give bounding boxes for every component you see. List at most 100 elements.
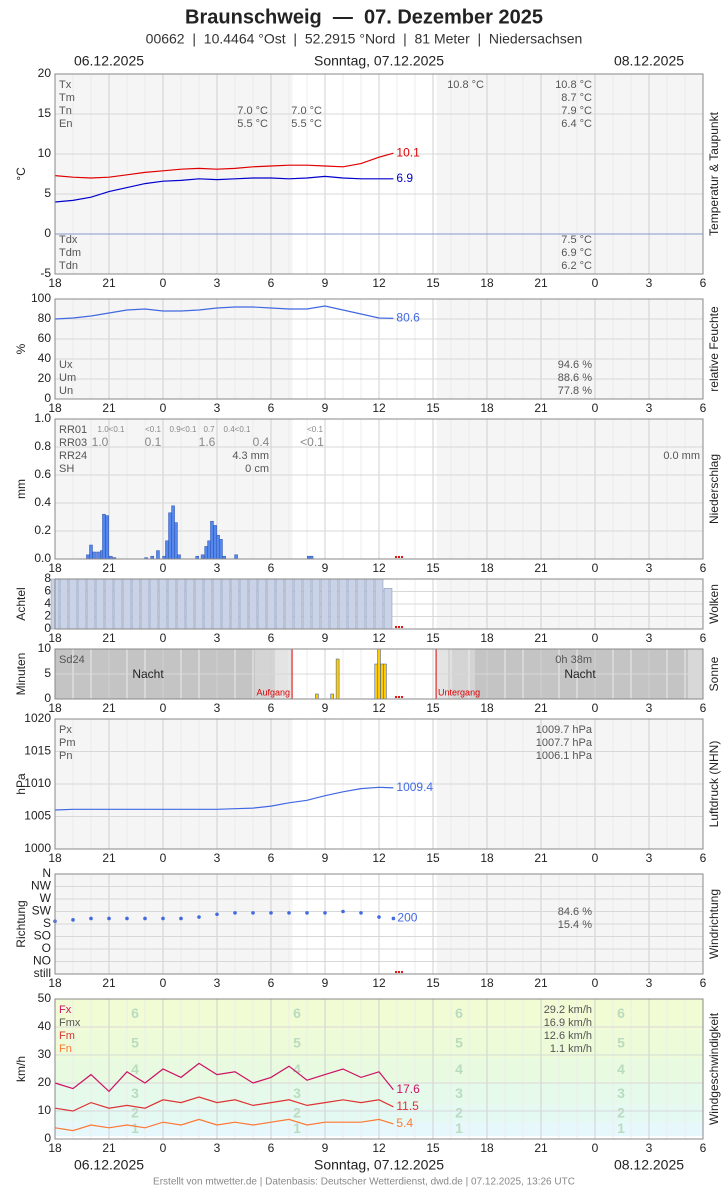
point <box>287 911 291 915</box>
x-tick-label: 6 <box>268 631 275 645</box>
beaufort-label: 2 <box>131 1105 139 1121</box>
missing-marker <box>394 970 398 974</box>
stat-value: 7.5 °C <box>561 234 592 246</box>
x-tick-label: 18 <box>480 401 494 415</box>
point <box>341 909 345 914</box>
beaufort-label: 6 <box>293 1005 301 1021</box>
y-axis-label: km/h <box>14 1056 28 1082</box>
beaufort-label: 3 <box>293 1085 301 1101</box>
beaufort-label: 2 <box>293 1105 301 1121</box>
x-tick-label: 18 <box>480 701 494 715</box>
y-tick-label: 0.2 <box>34 523 51 537</box>
missing-marker <box>397 555 401 559</box>
x-tick-label: 15 <box>426 976 440 990</box>
x-tick-label: 18 <box>48 851 62 865</box>
y-tick-label: 0.4 <box>34 495 51 509</box>
sun-event-label: Aufgang <box>257 687 291 697</box>
stat-label: Px <box>59 724 72 736</box>
beaufort-label: 5 <box>455 1035 463 1051</box>
x-tick-label: 6 <box>700 851 707 865</box>
y-tick-label: NW <box>31 879 52 893</box>
y-axis-label: Richtung <box>14 900 28 947</box>
y-tick-label: 0 <box>44 1131 51 1145</box>
y-tick-label: -5 <box>40 266 51 280</box>
y-tick-label: 0.0 <box>34 551 51 565</box>
x-tick-label: 21 <box>534 976 548 990</box>
stat-value: <0.1 <box>300 435 324 449</box>
x-tick-label: 3 <box>214 561 221 575</box>
value-label: 10.1 <box>396 145 420 159</box>
beaufort-label: 6 <box>131 1005 139 1021</box>
beaufort-label: 6 <box>617 1005 625 1021</box>
footer: Erstellt von mtwetter.de | Datenbasis: D… <box>153 1177 575 1188</box>
x-tick-label: 9 <box>322 276 329 290</box>
x-tick-label: 3 <box>214 701 221 715</box>
bar <box>167 578 177 630</box>
stat-value: 16.9 km/h <box>544 1017 592 1029</box>
x-tick-label: 0 <box>592 631 599 645</box>
bar <box>320 578 330 630</box>
night-label: Nacht <box>132 667 164 681</box>
stat-value: 7.0 °C <box>237 105 268 117</box>
y-tick-label: 1010 <box>24 776 51 790</box>
missing-marker <box>394 555 398 559</box>
line <box>54 305 394 320</box>
x-tick-label: 6 <box>700 276 707 290</box>
x-tick-label: 3 <box>646 561 653 575</box>
beaufort-label: 4 <box>455 1061 463 1077</box>
x-tick-label: 9 <box>322 976 329 990</box>
y-tick-label: 40 <box>38 1019 52 1033</box>
stat-value: 1.1 km/h <box>550 1043 592 1055</box>
x-tick-label: 0 <box>160 631 167 645</box>
x-tick-label: 0 <box>160 851 167 865</box>
date-right: 08.12.2025 <box>614 53 684 69</box>
y-tick-label: W <box>40 891 52 905</box>
point <box>377 915 381 919</box>
bar <box>356 578 366 630</box>
beaufort-label: 4 <box>131 1061 139 1077</box>
stat-label: Tm <box>59 92 75 104</box>
y-tick-label: 80 <box>38 311 52 325</box>
bar <box>239 578 249 630</box>
y-axis-label: Minuten <box>14 653 28 696</box>
x-tick-label: 3 <box>214 276 221 290</box>
x-tick-label: 6 <box>700 401 707 415</box>
value-label: 17.6 <box>396 1082 420 1096</box>
x-tick-label: 6 <box>268 561 275 575</box>
x-tick-label: 15 <box>426 701 440 715</box>
date-left: 06.12.2025 <box>74 1157 144 1173</box>
bar <box>102 513 106 560</box>
point <box>107 916 111 921</box>
bar <box>92 551 96 560</box>
date-left: 06.12.2025 <box>74 53 144 69</box>
x-tick-label: 18 <box>480 561 494 575</box>
x-tick-label: 3 <box>214 851 221 865</box>
stat-value: 15.4 % <box>558 919 592 931</box>
x-tick-label: 0 <box>160 401 167 415</box>
line <box>54 1062 394 1093</box>
side-label: Sonne <box>707 656 721 691</box>
bar <box>311 578 321 630</box>
stat-value: 1.6 <box>199 435 216 449</box>
y-tick-label: 50 <box>38 991 52 1005</box>
x-tick-label: 3 <box>214 1141 221 1155</box>
y-tick-label: 1000 <box>24 841 51 855</box>
x-tick-label: 9 <box>322 1141 329 1155</box>
y-tick-label: still <box>34 966 51 980</box>
bar <box>377 648 381 700</box>
y-tick-label: 20 <box>38 66 52 80</box>
beaufort-label: 5 <box>131 1035 139 1051</box>
x-tick-label: 0 <box>592 276 599 290</box>
y-tick-label: 6 <box>44 584 51 598</box>
beaufort-label: 3 <box>455 1085 463 1101</box>
line <box>54 1096 394 1112</box>
point <box>197 915 201 919</box>
bar <box>383 588 393 630</box>
x-tick-label: 12 <box>372 701 386 715</box>
stat-label: Tx <box>59 79 72 91</box>
x-tick-label: 0 <box>160 1141 167 1155</box>
y-tick-label: S <box>43 916 51 930</box>
beaufort-label: 2 <box>617 1105 625 1121</box>
bar <box>230 578 240 630</box>
stat-value: 10.8 °C <box>555 79 592 91</box>
